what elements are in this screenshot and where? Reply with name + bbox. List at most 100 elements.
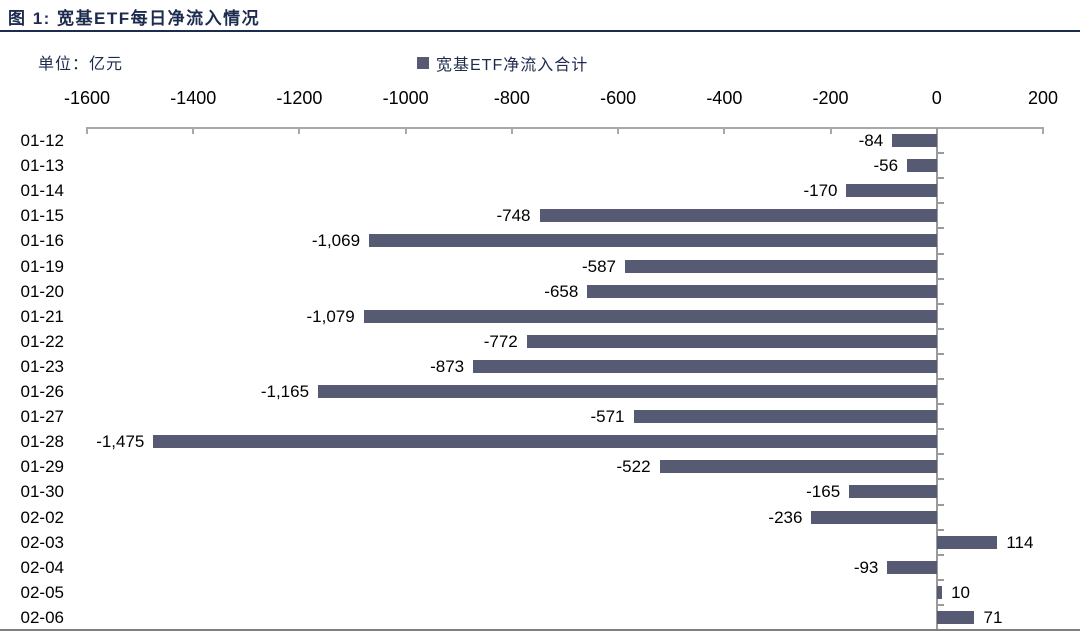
value-label: -1,165 — [260, 382, 310, 401]
x-tick-label: -1200 — [276, 88, 323, 108]
zero-axis-tick — [936, 277, 944, 280]
zero-axis-tick — [936, 603, 944, 606]
zero-axis-tick — [936, 478, 944, 481]
category-label: 01-27 — [20, 407, 64, 427]
bar — [587, 284, 937, 298]
x-tick-label: 0 — [931, 88, 942, 108]
bar — [369, 234, 937, 248]
zero-axis-tick — [936, 252, 944, 255]
x-tick-label: -800 — [493, 88, 530, 108]
zero-axis-tick — [936, 202, 944, 205]
x-axis-tick — [510, 127, 513, 134]
unit-label: 单位：亿元 — [38, 56, 124, 73]
category-label: 01-12 — [20, 131, 64, 150]
category-label: 01-19 — [20, 256, 64, 276]
zero-axis-tick — [936, 503, 944, 506]
value-label: -1,475 — [96, 432, 145, 452]
zero-axis-tick — [936, 553, 944, 556]
x-axis-tick — [192, 127, 195, 134]
zero-axis-tick — [936, 327, 944, 330]
bar — [846, 184, 937, 198]
x-axis-tick — [829, 127, 832, 134]
category-label: 01-29 — [20, 457, 64, 477]
bar — [633, 410, 937, 424]
bar — [811, 510, 937, 524]
value-label: -658 — [544, 281, 579, 301]
title-divider — [0, 30, 1080, 32]
bar — [887, 560, 937, 574]
legend-label: 宽基ETF净流入合计 — [436, 57, 589, 74]
bar — [526, 334, 937, 348]
category-label: 01-13 — [20, 156, 64, 176]
bottom-axis-line — [0, 629, 1080, 631]
value-label: -93 — [853, 557, 879, 577]
x-tick-label: -600 — [600, 88, 637, 108]
value-label: 10 — [951, 582, 970, 602]
category-label: 01-22 — [20, 331, 64, 351]
bar — [318, 385, 937, 399]
category-label: 01-26 — [20, 382, 64, 401]
value-label: -170 — [803, 181, 838, 201]
category-label: 02-05 — [20, 582, 64, 602]
value-label: -1,069 — [311, 231, 361, 251]
value-label: -587 — [581, 256, 617, 276]
bar — [849, 485, 937, 499]
value-label: 114 — [1006, 532, 1034, 552]
category-label: 01-30 — [20, 482, 64, 502]
value-label: -56 — [873, 156, 899, 176]
zero-axis-tick — [936, 152, 944, 155]
bar — [892, 134, 937, 148]
x-axis-tick — [617, 127, 620, 134]
value-label: -873 — [430, 356, 465, 376]
value-label: -571 — [590, 407, 625, 427]
value-label: -772 — [483, 331, 518, 351]
category-label: 02-04 — [20, 557, 64, 577]
x-tick-label: -200 — [812, 88, 849, 108]
value-label: -84 — [858, 131, 884, 150]
bar — [936, 535, 998, 549]
bar — [936, 610, 975, 624]
x-axis-tick — [404, 127, 407, 134]
bar — [625, 259, 937, 273]
category-label: 02-03 — [20, 532, 64, 552]
category-label: 01-23 — [20, 356, 64, 376]
x-axis-tick — [86, 127, 88, 134]
zero-axis-tick — [936, 528, 944, 531]
x-axis-tick — [1042, 127, 1044, 134]
x-tick-label: 200 — [1027, 88, 1059, 108]
legend: 宽基ETF净流入合计 — [417, 51, 588, 75]
x-tick-label: -1000 — [382, 88, 429, 108]
x-axis-line — [87, 127, 1043, 129]
figure-title: 图 1: 宽基ETF每日净流入情况 — [8, 9, 261, 28]
x-axis-tick — [723, 127, 726, 134]
bar — [907, 159, 937, 173]
category-label: 02-06 — [20, 607, 64, 627]
bar — [473, 359, 937, 373]
value-label: -522 — [616, 457, 651, 477]
value-label: -236 — [768, 507, 803, 527]
bar — [363, 309, 937, 323]
zero-axis-tick — [936, 403, 944, 406]
x-axis-tick — [298, 127, 301, 134]
category-label: 01-16 — [20, 231, 64, 251]
zero-axis-tick — [936, 453, 944, 456]
x-tick-label: -1400 — [170, 88, 217, 108]
zero-axis-tick — [936, 177, 944, 180]
x-tick-label: -1600 — [63, 88, 111, 108]
value-label: -165 — [806, 482, 841, 502]
value-label: -1,079 — [306, 306, 355, 326]
bar — [153, 435, 937, 449]
category-label: 01-20 — [20, 281, 64, 301]
bar — [936, 585, 943, 599]
legend-swatch-icon — [417, 57, 429, 69]
x-tick-label: -400 — [706, 88, 743, 108]
zero-axis-tick — [936, 227, 944, 230]
zero-axis-tick — [936, 578, 944, 581]
category-label: 01-28 — [20, 432, 64, 452]
bar — [659, 460, 937, 474]
zero-axis-tick — [936, 302, 944, 305]
value-label: -748 — [496, 206, 531, 226]
zero-axis-tick — [936, 352, 944, 355]
